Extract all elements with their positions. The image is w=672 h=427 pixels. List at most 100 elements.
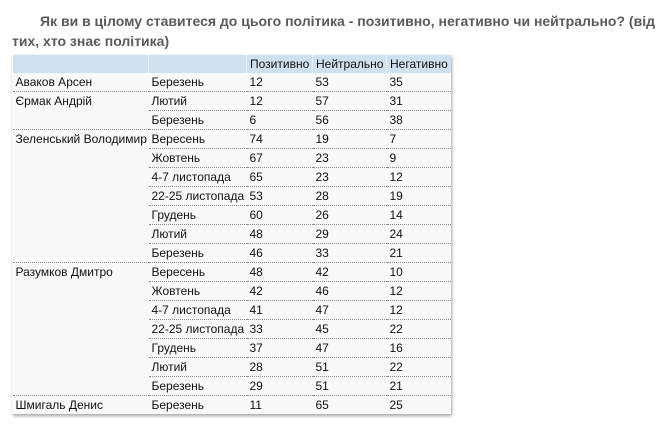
negative-cell: 16 bbox=[386, 338, 451, 358]
neutral-cell: 47 bbox=[312, 300, 387, 320]
neutral-cell: 56 bbox=[312, 110, 387, 130]
neutral-cell: 51 bbox=[312, 357, 387, 377]
period-cell: Вересень bbox=[148, 129, 247, 149]
neutral-cell: 46 bbox=[312, 281, 387, 301]
positive-cell: 46 bbox=[246, 243, 313, 263]
negative-cell: 22 bbox=[386, 319, 451, 339]
table-row: 4-7 листопада 65 23 12 bbox=[13, 167, 451, 187]
column-header: Нейтрально bbox=[312, 55, 387, 73]
table-row: Зеленський Володимир Вересень 74 19 7 bbox=[12, 129, 451, 263]
neutral-cell: 28 bbox=[312, 186, 387, 206]
neutral-cell: 23 bbox=[312, 148, 387, 168]
neutral-cell: 57 bbox=[312, 91, 387, 111]
negative-cell: 22 bbox=[386, 357, 451, 377]
table-row: 22-25 листопада 53 28 19 bbox=[13, 186, 451, 206]
positive-cell: 74 bbox=[246, 129, 313, 149]
neutral-cell: 23 bbox=[312, 167, 387, 187]
positive-cell: 37 bbox=[246, 338, 313, 358]
neutral-cell: 65 bbox=[312, 395, 387, 414]
column-header bbox=[148, 55, 247, 73]
period-cell: Грудень bbox=[148, 205, 247, 225]
positive-cell: 12 bbox=[246, 91, 313, 111]
table-row: 22-25 листопада 33 45 22 bbox=[13, 319, 451, 339]
negative-cell: 12 bbox=[386, 300, 451, 320]
table-row: Грудень 37 47 16 bbox=[13, 338, 451, 358]
period-cell: Лютий bbox=[148, 357, 247, 377]
column-header: Позитивно bbox=[246, 55, 313, 73]
neutral-cell: 51 bbox=[312, 376, 387, 396]
question-title: Як ви в цілому ставитеся до цього політи… bbox=[12, 13, 655, 49]
period-cell: 22-25 листопада bbox=[148, 186, 247, 206]
positive-cell: 48 bbox=[246, 262, 313, 282]
negative-cell: 10 bbox=[386, 262, 451, 282]
positive-cell: 42 bbox=[246, 281, 313, 301]
positive-cell: 12 bbox=[249, 75, 263, 89]
negative-cell: 21 bbox=[386, 243, 451, 263]
positive-cell: 65 bbox=[246, 167, 313, 187]
negative-cell: 12 bbox=[386, 167, 451, 187]
politician-name: Шмигаль Денис bbox=[12, 395, 149, 414]
neutral-cell: 26 bbox=[312, 205, 387, 225]
politician-name: Єрмак Андрій bbox=[12, 91, 149, 130]
positive-cell: 33 bbox=[246, 319, 313, 339]
ratings-table: Позитивно Нейтрально Негативно Аваков Арсе… bbox=[12, 55, 451, 414]
period-cell: Жовтень bbox=[148, 148, 247, 168]
negative-cell: 7 bbox=[386, 129, 451, 149]
negative-cell: 19 bbox=[386, 186, 451, 206]
politician-name: Разумков Дмитро bbox=[12, 262, 149, 396]
period-cell: Грудень bbox=[148, 338, 247, 358]
positive-cell: 28 bbox=[246, 357, 313, 377]
negative-cell: 35 bbox=[389, 75, 403, 89]
period-cell: Березень bbox=[148, 110, 247, 130]
neutral-cell: 42 bbox=[312, 262, 387, 282]
negative-cell: 14 bbox=[386, 205, 451, 225]
period-cell: Березень bbox=[148, 395, 247, 414]
table-row: Шмигаль Денис Березень 11 65 25 bbox=[12, 395, 451, 414]
positive-cell: 29 bbox=[246, 376, 313, 396]
positive-cell: 11 bbox=[246, 395, 313, 414]
period-cell: 22-25 листопада bbox=[148, 319, 247, 339]
period-cell: 4-7 листопада bbox=[148, 167, 247, 187]
negative-cell: 24 bbox=[386, 224, 451, 244]
table-row: 4-7 листопада 41 47 12 bbox=[13, 300, 451, 320]
table-row: Березень 6 56 38 bbox=[13, 110, 451, 130]
positive-cell: 67 bbox=[246, 148, 313, 168]
table-row: Лютий 28 51 22 bbox=[13, 357, 451, 377]
negative-cell: 21 bbox=[386, 376, 451, 396]
negative-cell: 9 bbox=[386, 148, 451, 168]
table-row: Жовтень 42 46 12 bbox=[13, 281, 451, 301]
table-row: Жовтень 67 23 9 bbox=[13, 148, 451, 168]
positive-cell: 48 bbox=[246, 224, 313, 244]
neutral-cell: 45 bbox=[312, 319, 387, 339]
negative-cell: 31 bbox=[386, 91, 451, 111]
neutral-cell: 33 bbox=[312, 243, 387, 263]
positive-cell: 53 bbox=[246, 186, 313, 206]
period-cell: Жовтень bbox=[148, 281, 247, 301]
period-cell: Вересень bbox=[148, 262, 247, 282]
table-row: Лютий 48 29 24 bbox=[13, 224, 451, 244]
positive-cell: 41 bbox=[246, 300, 313, 320]
period-cell: 4-7 листопада bbox=[148, 300, 247, 320]
negative-cell: 12 bbox=[386, 281, 451, 301]
table-row: Аваков Арсен Березень 12 53 35 bbox=[13, 73, 451, 92]
neutral-cell: 29 bbox=[312, 224, 387, 244]
positive-cell: 60 bbox=[246, 205, 313, 225]
period-cell: Березень bbox=[148, 243, 247, 263]
period-cell: Лютий bbox=[148, 224, 247, 244]
neutral-cell: 53 bbox=[315, 75, 329, 89]
neutral-cell: 47 bbox=[312, 338, 387, 358]
politician-name: Зеленський Володимир bbox=[12, 129, 149, 263]
table-row: Березень 29 51 21 bbox=[13, 376, 451, 396]
column-header bbox=[12, 55, 149, 73]
period-cell: Лютий bbox=[148, 91, 247, 111]
period-cell: Березень bbox=[151, 75, 205, 89]
table-row: Разумков Дмитро Вересень 48 42 10 bbox=[12, 262, 451, 396]
neutral-cell: 19 bbox=[312, 129, 387, 149]
table-row: Грудень 60 26 14 bbox=[13, 205, 451, 225]
negative-cell: 25 bbox=[386, 395, 451, 414]
column-header: Негативно bbox=[386, 55, 451, 73]
negative-cell: 38 bbox=[386, 110, 451, 130]
table-header-row: Позитивно Нейтрально Негативно bbox=[12, 55, 451, 73]
table-row: Єрмак Андрій Лютий 12 57 31 bbox=[12, 91, 451, 130]
period-cell: Березень bbox=[148, 376, 247, 396]
